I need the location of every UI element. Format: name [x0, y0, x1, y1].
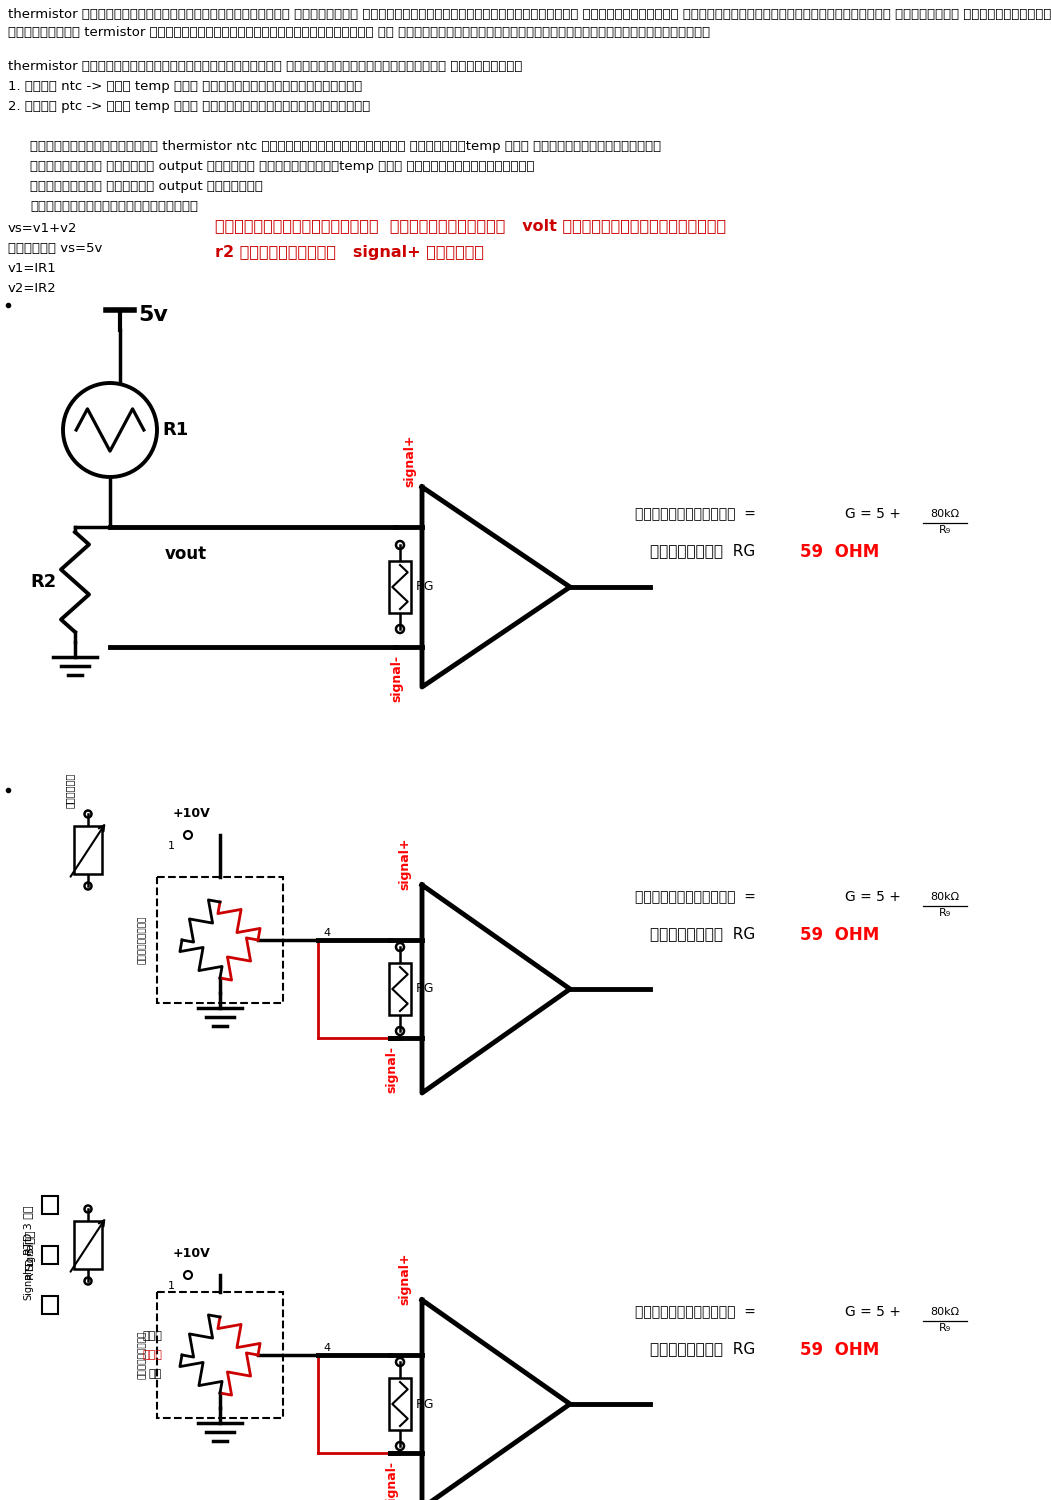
- Text: สายยืดได้: สายยืดได้: [138, 916, 146, 964]
- Text: ปรกติใช้  RG: ปรกติใช้ RG: [650, 543, 760, 558]
- Text: Signal: Signal: [25, 1240, 35, 1270]
- Text: RG: RG: [416, 580, 434, 594]
- Bar: [157, 878, 283, 1004]
- Text: วงจรที่ใช้สำหรับ thermistor ntc เป็นวงจรแบ่งแรงดัน เมื่อมีtemp ค่า ความต้านทานจะ: วงจรที่ใช้สำหรับ thermistor ntc เป็นวงจร…: [30, 140, 661, 153]
- Text: 59  OHM: 59 OHM: [800, 1341, 880, 1359]
- Text: สามารถใช้ termistor สำหรับวัดอัตราการหายใจได้ว่า ใน หนึ่งนาทีผู้ป่วยหายใจเข้าและ: สามารถใช้ termistor สำหรับวัดอัตราการหาย…: [8, 26, 710, 39]
- Text: r2 ให้เสียที่   signal+ ได้เลย: r2 ให้เสียที่ signal+ ได้เลย: [215, 244, 485, 260]
- Text: v2=IR2: v2=IR2: [8, 282, 57, 296]
- Text: 80kΩ: 80kΩ: [930, 509, 960, 519]
- Text: ขาว: ขาว: [142, 1330, 162, 1341]
- Bar: [74, 1221, 102, 1269]
- Text: v1=IR1: v1=IR1: [8, 262, 57, 274]
- Text: สายยืด: สายยืด: [65, 772, 75, 807]
- Bar: [389, 963, 411, 1016]
- Text: 1: 1: [168, 842, 176, 850]
- Text: RTD 3 ขา: RTD 3 ขา: [25, 1230, 35, 1280]
- Text: เป็นผลให้ แรงดัน output มากขึ้น: เป็นผลให้ แรงดัน output มากขึ้น: [30, 180, 263, 194]
- Text: ตามกฎของการแบ่งแรงดัน: ตามกฎของการแบ่งแรงดัน: [30, 200, 198, 213]
- Bar: [389, 1378, 411, 1429]
- Text: R₉: R₉: [939, 525, 951, 536]
- Text: signal+: signal+: [398, 1252, 411, 1305]
- Text: R1: R1: [162, 422, 188, 440]
- Text: อัตราการขยาย  =: อัตราการขยาย =: [635, 507, 756, 520]
- Text: 1: 1: [168, 1281, 176, 1292]
- Bar: [42, 1296, 58, 1314]
- Text: +10V: +10V: [173, 1246, 211, 1260]
- Text: thermistor เป็นอุปกรณ์ที่ใช้สำหรับวัด อุณหภูมิ แต่เราสามารถนำเอามาประยุกต์ ใช้สำ: thermistor เป็นอุปกรณ์ที่ใช้สำหรับวัด อุ…: [8, 8, 1051, 21]
- Text: R₉: R₉: [939, 908, 951, 918]
- Text: ปรกติใช้  RG: ปรกติใช้ RG: [650, 926, 760, 940]
- Text: อัตราการขยาย  =: อัตราการขยาย =: [635, 890, 756, 904]
- Text: สายยืดได้: สายยืดได้: [138, 1330, 146, 1378]
- Text: vs=v1+v2: vs=v1+v2: [8, 222, 78, 236]
- Text: G = 5 +: G = 5 +: [845, 890, 905, 904]
- Text: 1. ชนิด ntc -> โดย temp สูง ค่าความต้านทานน้อยลง: 1. ชนิด ntc -> โดย temp สูง ค่าความต้านท…: [8, 80, 363, 93]
- Text: Signal: Signal: [23, 1270, 33, 1300]
- Bar: [42, 1196, 58, 1214]
- Text: signal-: signal-: [385, 1461, 398, 1500]
- Text: เป็นผลให้ แรงดัน output น้อยลง แต่เมื่อมีtemp สูง ความต้านทานจะต่ำ: เป็นผลให้ แรงดัน output น้อยลง แต่เมื่อม…: [30, 160, 535, 172]
- Text: thermistor เป็นอุปกรณ์ที่วัดอุณหภูมิ แปรผันกับความต้านทาน มีสองชนิด: thermistor เป็นอุปกรณ์ที่วัดอุณหภูมิ แปร…: [8, 60, 522, 74]
- Text: โดยที่ vs=5v: โดยที่ vs=5v: [8, 242, 102, 255]
- Text: RG: RG: [416, 982, 434, 996]
- Text: 59  OHM: 59 OHM: [800, 543, 880, 561]
- Text: 5v: 5v: [138, 304, 168, 326]
- Text: R2: R2: [30, 573, 57, 591]
- Bar: [389, 561, 411, 614]
- Text: ถ้าเป็นอุปกรณ์ที่  มีค่าออกเป็น   volt แล้วไม่ต้องต่อตัว: ถ้าเป็นอุปกรณ์ที่ มีค่าออกเป็น volt แล้ว…: [215, 217, 726, 232]
- Text: 2. ชนิด ptc -> โดย temp สูง ค่าความต้านทานสูงขึ้น: 2. ชนิด ptc -> โดย temp สูง ค่าความต้านท…: [8, 100, 370, 112]
- Text: 80kΩ: 80kΩ: [930, 892, 960, 902]
- Text: 4: 4: [323, 928, 330, 938]
- Text: 80kΩ: 80kΩ: [930, 1306, 960, 1317]
- Text: ปรกติใช้  RG: ปรกติใช้ RG: [650, 1341, 760, 1356]
- Text: signal+: signal+: [398, 837, 411, 890]
- Text: ดำ: ดำ: [149, 1370, 162, 1378]
- Text: RTD 3 ขา: RTD 3 ขา: [23, 1206, 33, 1254]
- Text: vout: vout: [165, 544, 207, 562]
- Bar: [42, 1246, 58, 1264]
- Text: แดง: แดง: [142, 1350, 162, 1360]
- Text: R₉: R₉: [939, 1323, 951, 1334]
- Text: +10V: +10V: [173, 807, 211, 820]
- Text: signal-: signal-: [390, 656, 403, 702]
- Bar: [157, 1292, 283, 1418]
- Text: 59  OHM: 59 OHM: [800, 926, 880, 944]
- Text: RG: RG: [416, 1398, 434, 1410]
- Text: signal-: signal-: [385, 1046, 398, 1094]
- Bar: [74, 827, 102, 874]
- Text: G = 5 +: G = 5 +: [845, 1305, 905, 1318]
- Text: อัตราการขยาย  =: อัตราการขยาย =: [635, 1305, 756, 1318]
- Text: signal+: signal+: [403, 435, 416, 488]
- Text: 4: 4: [323, 1342, 330, 1353]
- Text: G = 5 +: G = 5 +: [845, 507, 905, 520]
